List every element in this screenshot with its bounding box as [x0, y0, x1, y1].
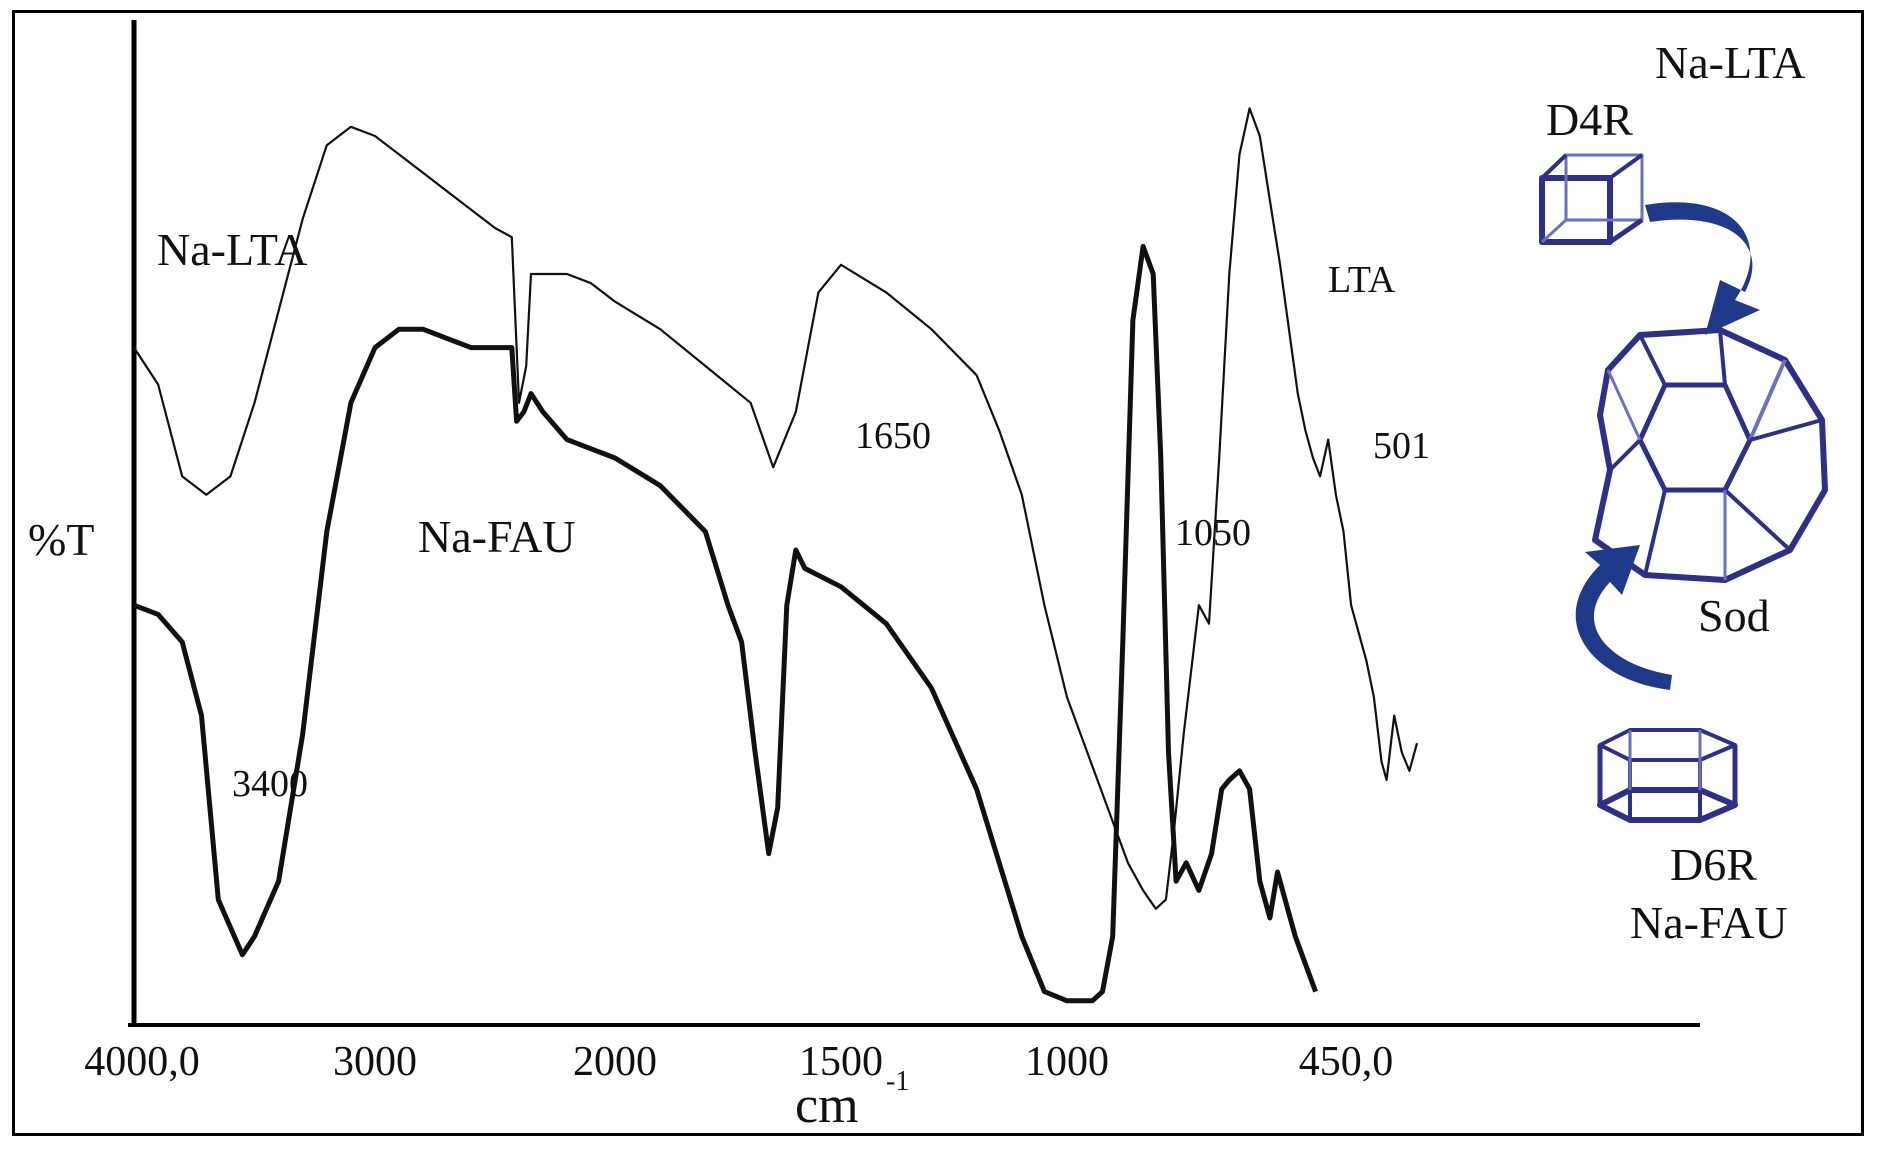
zeolite-structure-inset: Na-LTA D4R Sod D6R Na-FAU: [1539, 37, 1828, 948]
x-tick-labels: 4000,0 3000 2000 1500 1000 450,0: [84, 1039, 1393, 1085]
series-label-na-lta: Na-LTA: [157, 224, 307, 275]
inset-label-na-fau: Na-FAU: [1630, 897, 1788, 948]
peak-label-1050: 1050: [1175, 512, 1251, 554]
x-tick-label: 2000: [573, 1039, 657, 1085]
x-tick-label: 1500: [799, 1039, 883, 1085]
d4r-cube-icon: [1539, 153, 1644, 245]
series-line-na-fau: [133, 243, 1318, 1004]
x-axis-label-superscript: -1: [886, 1066, 909, 1097]
spectra-curves: [133, 107, 1419, 1004]
d4r-to-sod-arrow-icon: [1645, 202, 1760, 335]
peak-label-3400: 3400: [232, 763, 308, 805]
x-tick-label: 4000,0: [84, 1039, 200, 1085]
d6r-to-sod-arrow-icon: [1575, 545, 1672, 690]
inset-label-sod: Sod: [1698, 590, 1770, 641]
series-label-na-fau: Na-FAU: [418, 511, 576, 562]
x-tick-label: 3000: [333, 1039, 417, 1085]
x-tick-label: 450,0: [1299, 1039, 1394, 1085]
d6r-prism-icon: [1597, 728, 1738, 823]
inset-label-d4r: D4R: [1546, 94, 1633, 145]
y-axis-label: %T: [28, 514, 94, 565]
sodalite-cage-icon: [1592, 327, 1828, 583]
peak-label-1650: 1650: [855, 415, 931, 457]
peak-label-501: 501: [1373, 425, 1430, 467]
x-axis-label: cm: [795, 1077, 859, 1134]
inset-label-d6r: D6R: [1670, 839, 1757, 890]
inset-label-na-lta: Na-LTA: [1655, 37, 1805, 88]
x-tick-label: 1000: [1025, 1039, 1109, 1085]
peak-label-lta: LTA: [1328, 259, 1396, 301]
series-line-na-lta: [133, 107, 1419, 910]
